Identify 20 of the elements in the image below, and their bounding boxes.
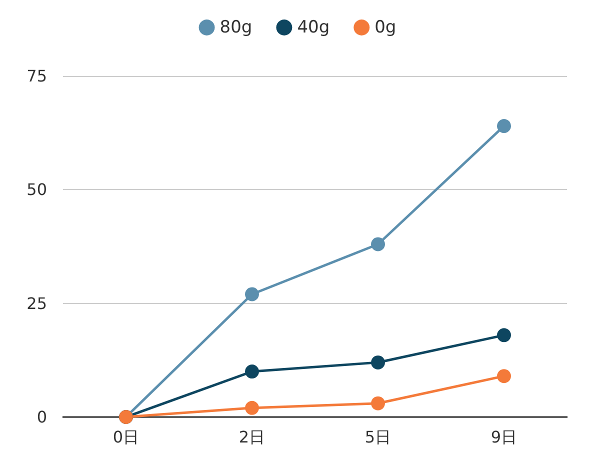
point [497,328,511,342]
point [497,119,511,134]
y-tick-label: 25 [26,294,47,313]
y-tick-label: 0 [36,408,47,426]
y-tick-label: 75 [26,66,47,86]
legend-label: 0g [374,18,396,38]
x-tick-label: 2日 [238,428,266,446]
x-tick-label: 0日 [112,428,140,446]
point [371,355,385,370]
point [497,369,511,384]
point [245,364,259,379]
point [245,287,259,302]
legend-label: 80g [220,18,252,38]
x-tick-label: 9日 [490,428,518,446]
legend-label: 40g [297,18,330,38]
point [371,237,385,252]
y-tick-label: 50 [26,180,47,200]
point [245,400,259,415]
point [371,396,385,410]
x-tick-label: 5日 [364,428,392,446]
